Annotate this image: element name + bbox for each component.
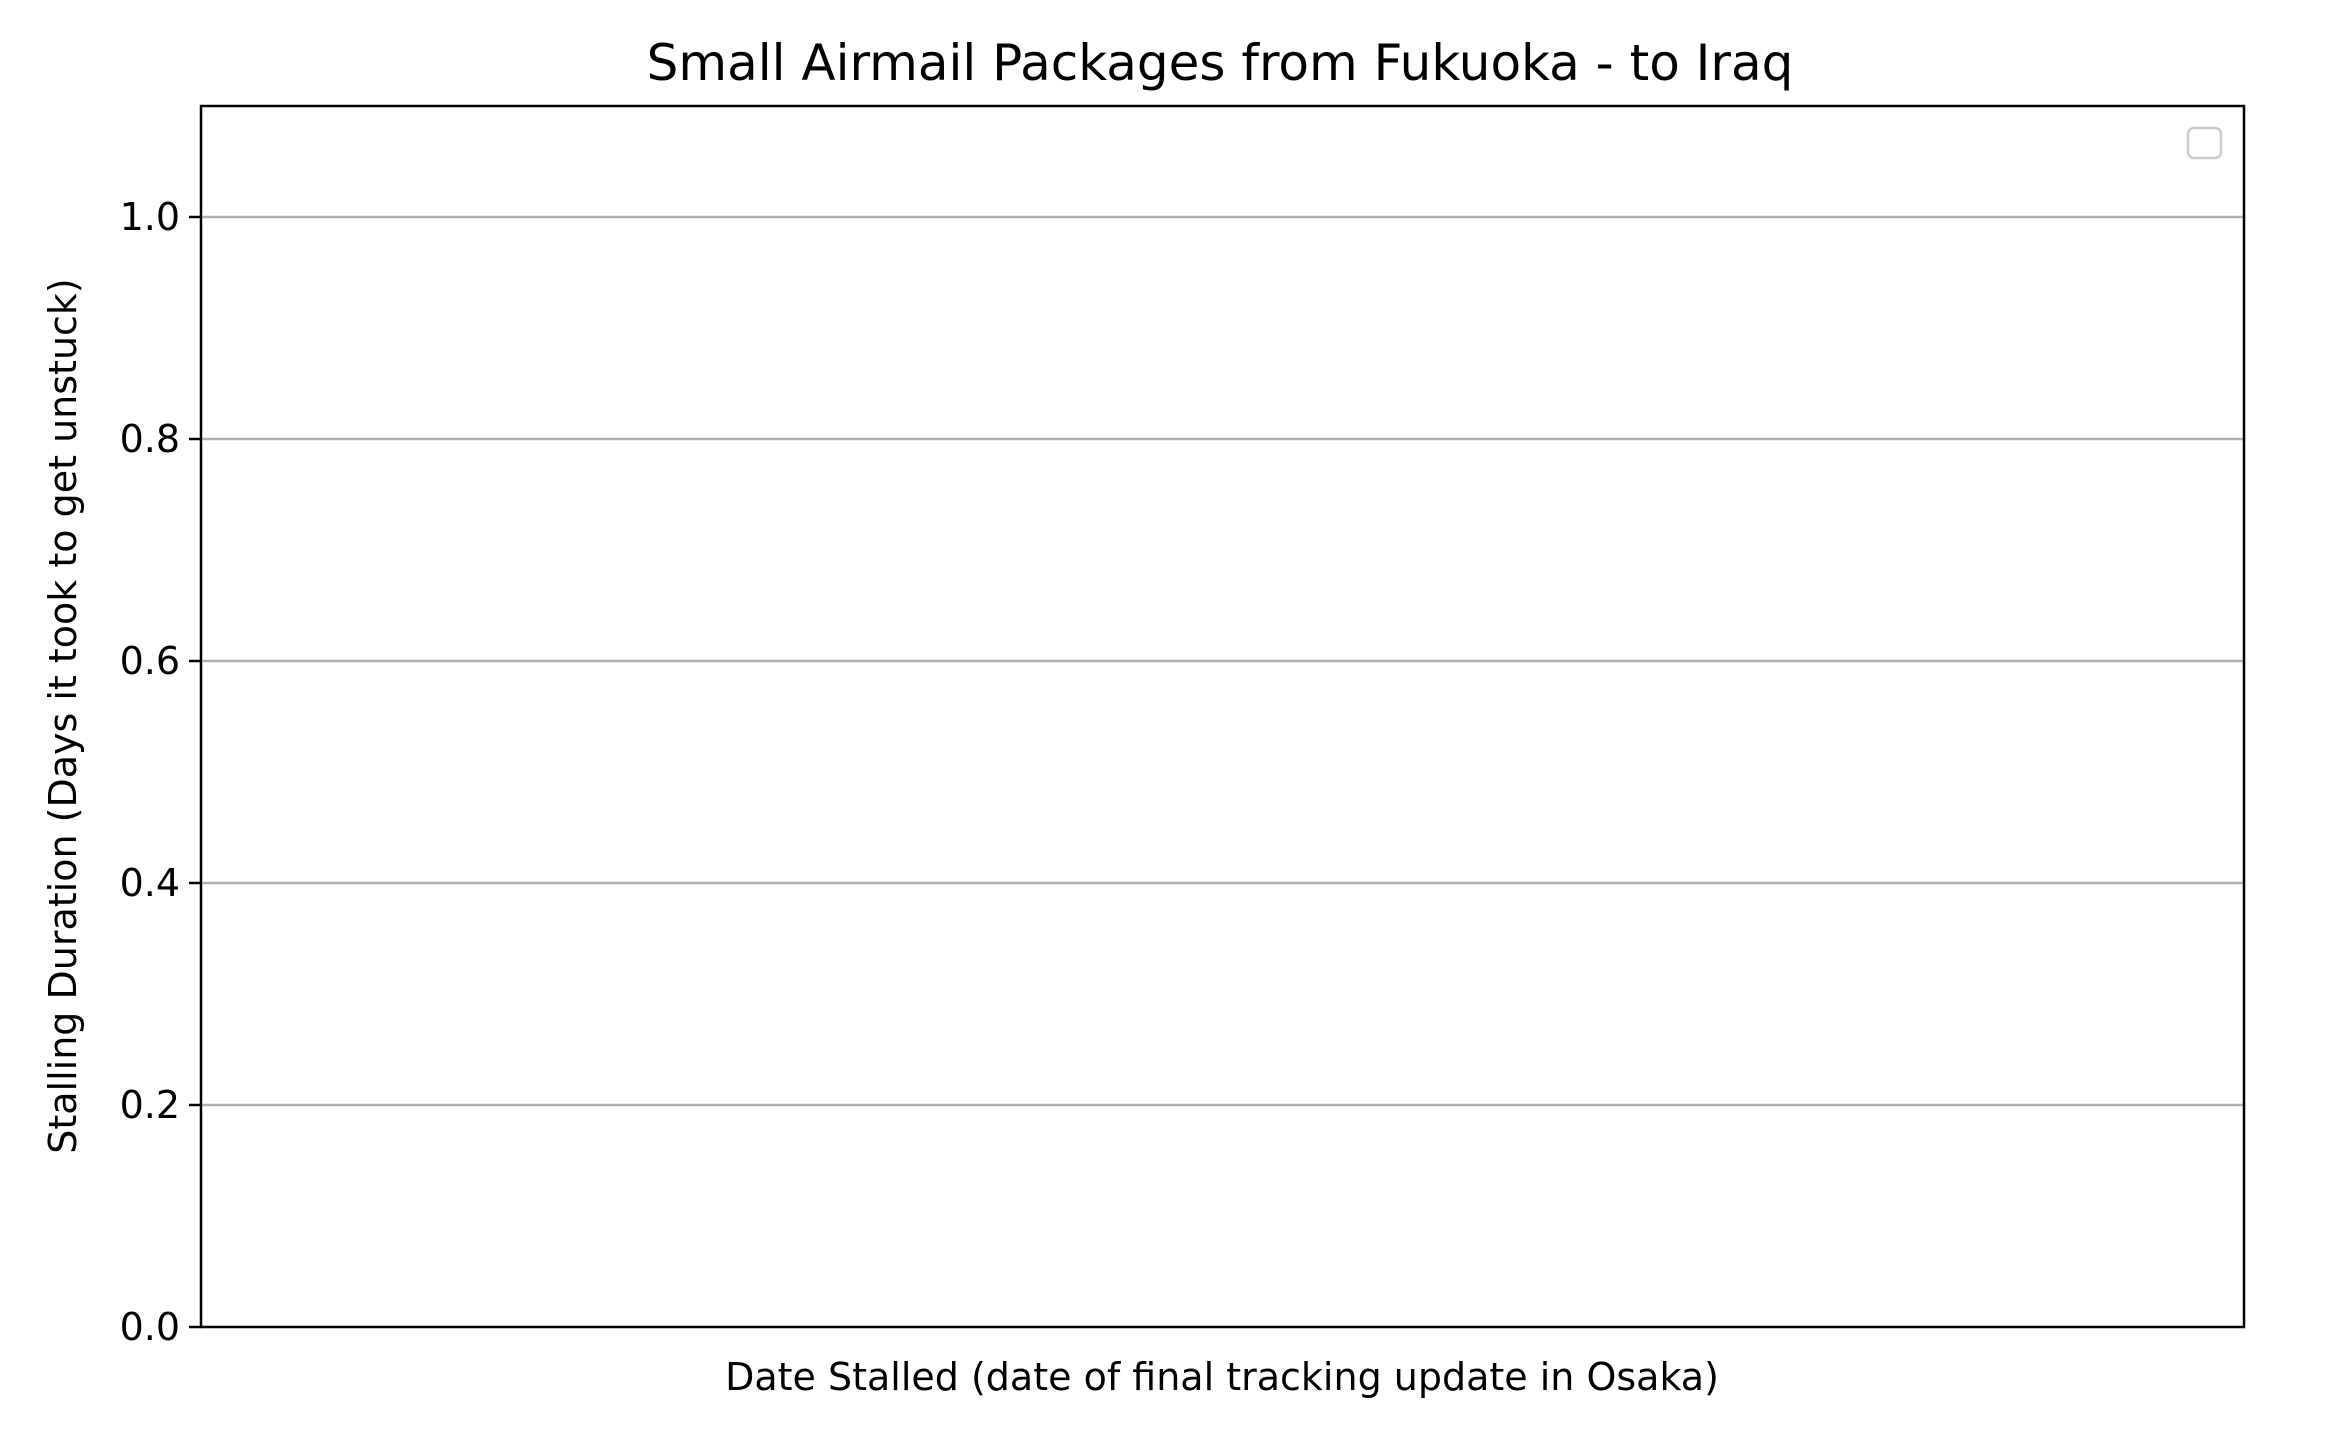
plot-area-frame: [199, 104, 2246, 1329]
y-tick-label: 0.2: [120, 1083, 180, 1127]
gridlines: [201, 215, 2244, 1107]
y-axis-label: Stalling Duration (Days it took to get u…: [41, 278, 85, 1154]
y-tick-label: 0.6: [120, 639, 180, 683]
chart-title: Small Airmail Packages from Fukuoka - to…: [647, 34, 1794, 92]
y-tick-label: 0.0: [120, 1305, 180, 1349]
x-axis-label: Date Stalled (date of final tracking upd…: [725, 1355, 1719, 1399]
y-tick-label: 1.0: [120, 195, 180, 239]
y-axis-ticks: 0.0 0.2 0.4 0.6 0.8 1.0: [120, 195, 201, 1349]
y-tick-label: 0.8: [120, 417, 180, 461]
legend-box: [2186, 126, 2223, 160]
y-tick-label: 0.4: [120, 861, 180, 905]
